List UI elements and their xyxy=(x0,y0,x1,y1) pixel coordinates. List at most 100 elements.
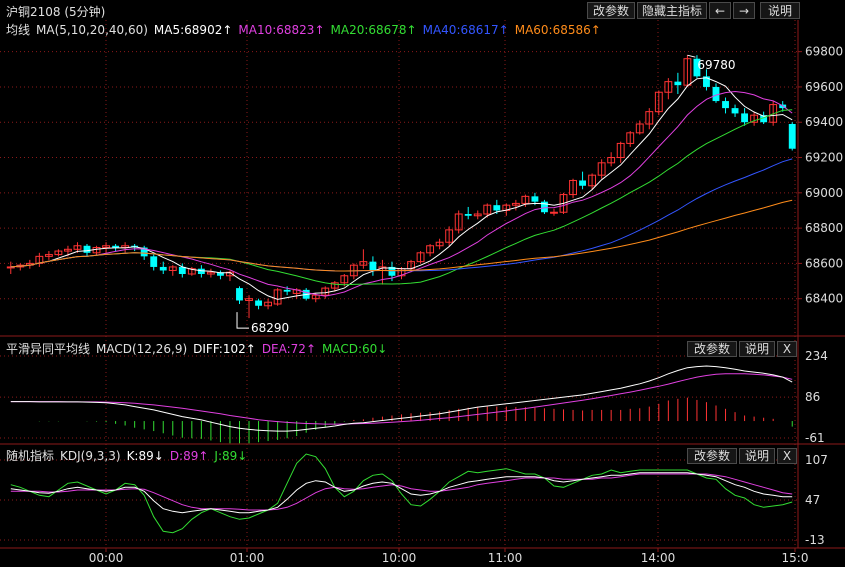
candle-body-up xyxy=(616,142,625,159)
candle-body-up xyxy=(569,179,577,196)
macd-legend: 平滑异同平均线 MACD(12,26,9) DIFF:102↑ DEA:72↑ MACD… xyxy=(6,340,393,357)
macd-indicator xyxy=(10,365,793,444)
y-tick-label: 69200 xyxy=(805,151,843,165)
candle-body-up xyxy=(426,245,435,254)
candle-body-up xyxy=(597,162,606,176)
candle-body-down xyxy=(464,214,472,216)
candle-body-down xyxy=(760,115,768,123)
k-line xyxy=(10,472,793,514)
y-tick-label: 68800 xyxy=(805,221,843,235)
candle-body-up xyxy=(559,194,568,213)
x-tick-label: 14:00 xyxy=(641,551,676,565)
candle-body-up xyxy=(645,111,654,125)
candle-body-up xyxy=(416,252,425,263)
candle-body-up xyxy=(273,289,282,305)
d-line xyxy=(10,473,793,511)
candle-body-down xyxy=(722,101,729,109)
candle-body-up xyxy=(588,174,597,187)
main-legend: 均线 MA(5,10,20,40,60) MA5:68902↑ MA10:68823↑… xyxy=(6,21,607,38)
candle-body-down xyxy=(83,245,91,253)
candle-body-up xyxy=(311,294,320,300)
x-tick-label: 01:00 xyxy=(230,551,265,565)
macd-legend-item: DIFF:102↑ xyxy=(193,342,256,356)
candle-body-up xyxy=(6,266,15,269)
change-params-button[interactable]: 改参数 xyxy=(587,2,635,19)
j-line xyxy=(10,453,793,534)
moving-average-lines xyxy=(10,77,793,300)
kdj-legend-item: J:89↓ xyxy=(214,449,248,463)
kdj-y-tick-label: 47 xyxy=(805,493,820,507)
diff-line xyxy=(10,365,793,432)
main-legend-item: MA60:68586↑ xyxy=(514,23,601,37)
main-legend-item: MA(5,10,20,40,60) xyxy=(36,23,148,37)
macd-y-tick-label: 234 xyxy=(805,349,828,363)
candle-body-down xyxy=(283,289,291,292)
candle-body-up xyxy=(483,204,492,215)
candle-body-down xyxy=(674,81,682,86)
help-button[interactable]: 说明 xyxy=(760,2,800,19)
candle-body-up xyxy=(654,91,663,113)
candle-body-up xyxy=(626,132,635,144)
candle-body-up xyxy=(511,202,520,206)
candle-body-up xyxy=(44,254,53,257)
candle-body-down xyxy=(788,124,796,149)
main-legend-item: MA40:68617↑ xyxy=(422,23,509,37)
kdj-close-icon[interactable]: X xyxy=(777,448,797,464)
candle-body-down xyxy=(216,272,224,276)
candle-body-up xyxy=(264,301,273,307)
candle-body-down xyxy=(112,245,120,248)
candle-body-down xyxy=(178,266,186,274)
high-price-label: 69780 xyxy=(697,58,735,72)
candle-body-up xyxy=(54,250,63,256)
ma40-line xyxy=(10,158,793,272)
candle-body-up xyxy=(330,282,339,289)
low-price-label: 68290 xyxy=(251,321,289,335)
candle-body-down xyxy=(159,266,167,271)
macd-legend-item: 平滑异同平均线 xyxy=(6,342,91,356)
candle-body-down xyxy=(150,256,158,267)
chart-title: 沪铜2108 (5分钟) xyxy=(6,5,106,19)
ma10-line xyxy=(10,90,793,297)
candle-body-up xyxy=(206,271,215,275)
main-legend-item: MA5:68902↑ xyxy=(153,23,233,37)
price-annotations: 69780 68290 xyxy=(236,54,736,335)
candle-body-up xyxy=(521,195,530,204)
candle-body-up xyxy=(168,266,177,271)
ma5-line xyxy=(10,77,793,300)
axes: 69800 69600 69400 69200 69000 68800 68600 68400… xyxy=(89,45,843,565)
candle-body-up xyxy=(683,58,692,86)
arrow-left-icon[interactable]: ← xyxy=(709,2,731,19)
candle-body-down xyxy=(712,86,720,102)
y-tick-label: 68600 xyxy=(805,256,843,270)
candle-body-up xyxy=(769,104,778,123)
x-tick-label: 10:00 xyxy=(382,551,417,565)
kdj-legend-item: 随机指标 xyxy=(6,449,55,463)
x-tick-label: 00:00 xyxy=(89,551,124,565)
candle-body-down xyxy=(731,108,739,114)
candle-body-up xyxy=(64,248,72,252)
candle-body-down xyxy=(140,247,148,257)
kdj-help-button[interactable]: 说明 xyxy=(739,448,775,464)
x-tick-label: 11:00 xyxy=(488,551,523,565)
y-tick-label: 69000 xyxy=(805,186,843,200)
candle-body-up xyxy=(435,241,444,247)
hide-main-indicator-button[interactable]: 隐藏主指标 xyxy=(637,2,707,19)
kdj-legend-item: D:89↑ xyxy=(169,449,209,463)
candle-body-up xyxy=(245,298,253,301)
arrow-right-icon[interactable]: → xyxy=(733,2,755,19)
kdj-change-params-button[interactable]: 改参数 xyxy=(687,448,737,464)
main-legend-item: MA20:68678↑ xyxy=(330,23,417,37)
candle-body-down xyxy=(493,205,501,211)
candle-body-down xyxy=(236,288,243,301)
macd-help-button[interactable]: 说明 xyxy=(739,341,775,357)
macd-change-params-button[interactable]: 改参数 xyxy=(687,341,737,357)
candle-body-up xyxy=(359,261,368,266)
y-tick-label: 68400 xyxy=(805,292,843,306)
macd-close-icon[interactable]: X xyxy=(777,341,797,357)
candle-body-down xyxy=(579,180,587,186)
candle-body-up xyxy=(73,245,82,250)
candle-body-up xyxy=(187,268,196,275)
ma60-line xyxy=(10,199,793,272)
candle-body-up xyxy=(102,245,110,249)
